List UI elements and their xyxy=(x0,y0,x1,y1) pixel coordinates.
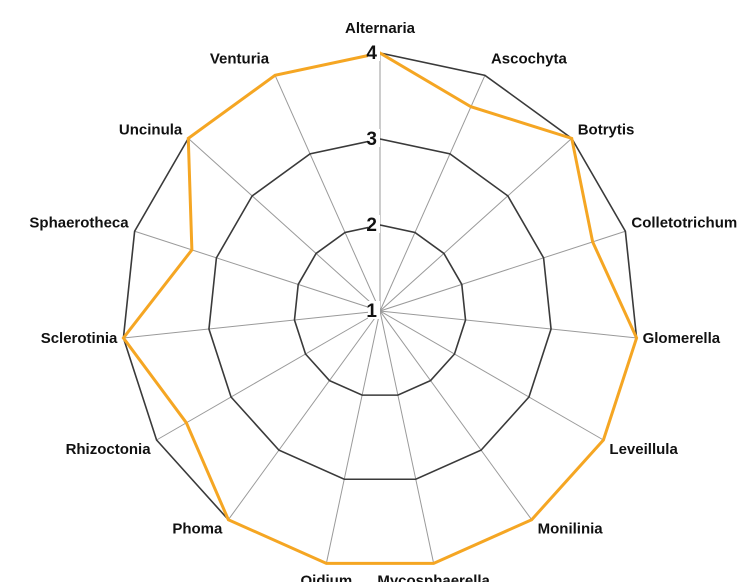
spoke-leveillula xyxy=(379,310,604,441)
tick-label-bg-1 xyxy=(368,301,380,319)
category-label-monilinia: Monilinia xyxy=(538,521,604,538)
category-label-alternaria: Alternaria xyxy=(345,20,416,37)
spoke-botrytis xyxy=(379,137,573,312)
tick-label-4: 4 xyxy=(366,43,377,64)
category-label-phoma: Phoma xyxy=(172,521,223,538)
category-label-colletotrichum: Colletotrichum xyxy=(631,214,737,231)
tick-label-bg-4 xyxy=(368,43,380,61)
grid-ring-2 xyxy=(293,224,467,396)
series-polygon xyxy=(121,51,639,565)
spoke-rhizoctonia xyxy=(156,310,381,441)
spoke-sclerotinia xyxy=(123,310,381,339)
spoke-colletotrichum xyxy=(379,230,626,312)
tick-label-2: 2 xyxy=(366,215,377,236)
tick-label-bg-2 xyxy=(368,215,380,233)
category-label-oidium: Oidium xyxy=(301,572,353,582)
spoke-mycosphaerella xyxy=(379,310,435,564)
category-label-ascochyta: Ascochyta xyxy=(491,50,568,67)
category-label-rhizoctonia: Rhizoctonia xyxy=(66,441,152,458)
spoke-phoma xyxy=(227,310,381,521)
category-label-botrytis: Botrytis xyxy=(578,121,635,138)
category-label-glomerella: Glomerella xyxy=(643,330,721,347)
category-label-uncinula: Uncinula xyxy=(119,121,183,138)
category-label-sphaerotheca: Sphaerotheca xyxy=(29,214,129,231)
tick-label-bg-3 xyxy=(368,129,380,147)
series-layer xyxy=(121,51,639,565)
spoke-sphaerotheca xyxy=(134,230,381,312)
category-label-venturia: Venturia xyxy=(210,50,270,67)
tick-layer: 1 2 3 4 xyxy=(366,43,380,322)
category-label-mycosphaerella: Mycosphaerella xyxy=(377,572,490,582)
spoke-ascochyta xyxy=(379,75,486,312)
tick-label-3: 3 xyxy=(366,129,377,150)
category-label-sclerotinia: Sclerotinia xyxy=(41,330,118,347)
category-label-layer: Alternaria Ascochyta Botrytis Colletotrichu… xyxy=(29,20,737,582)
tick-label-1: 1 xyxy=(366,301,377,322)
spoke-venturia xyxy=(274,75,381,312)
spoke-uncinula xyxy=(187,137,381,312)
grid-ring-3 xyxy=(208,138,552,481)
category-label-leveillula: Leveillula xyxy=(609,441,678,458)
spoke-glomerella xyxy=(379,310,637,339)
spoke-oidium xyxy=(325,310,381,564)
spoke-monilinia xyxy=(379,310,533,521)
